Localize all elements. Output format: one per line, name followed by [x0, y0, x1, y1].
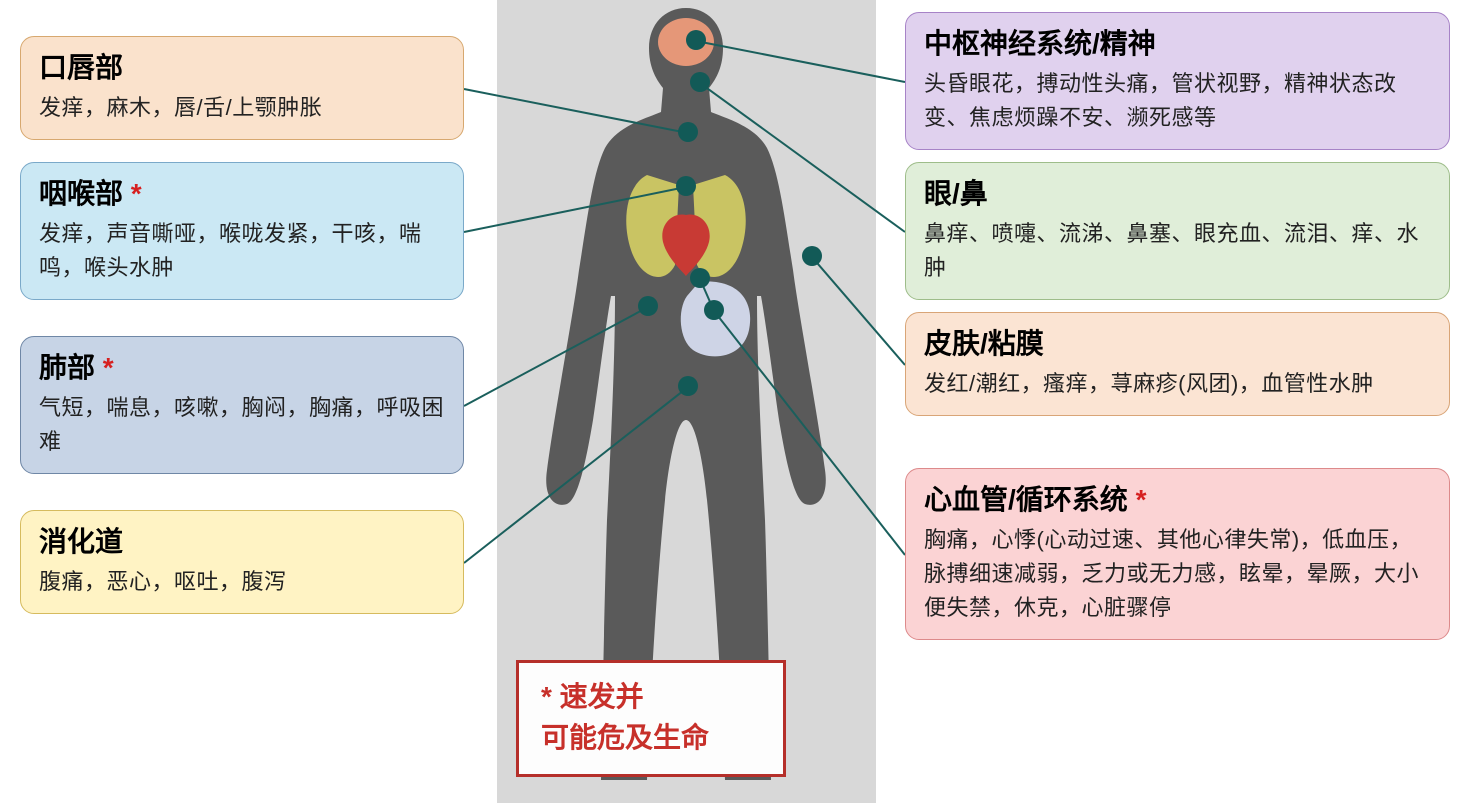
- body: 发痒，声音嘶哑，喉咙发紧，干咳，喘鸣，喉头水肿: [39, 217, 445, 285]
- dot-d-stomach: [704, 300, 724, 320]
- box-throat: 咽喉部 * 发痒，声音嘶哑，喉咙发紧，干咳，喘鸣，喉头水肿: [20, 162, 464, 300]
- box-eye-nose: 眼/鼻 鼻痒、喷嚏、流涕、鼻塞、眼充血、流泪、痒、水肿: [905, 162, 1450, 300]
- star-icon: *: [103, 352, 114, 383]
- dot-d-head-low: [690, 72, 710, 92]
- title: 肺部: [39, 352, 95, 383]
- box-cardiovascular: 心血管/循环系统 * 胸痛，心悸(心动过速、其他心律失常)，低血压，脉搏细速减弱…: [905, 468, 1450, 640]
- title: 咽喉部: [39, 178, 123, 209]
- warning-box: * 速发并 可能危及生命: [516, 660, 786, 777]
- dot-d-neck: [678, 122, 698, 142]
- star-icon: *: [1136, 484, 1147, 515]
- dot-d-arm: [802, 246, 822, 266]
- watermark: 知乎用户: [1300, 760, 1444, 809]
- dot-d-abdomen: [678, 376, 698, 396]
- box-cns: 中枢神经系统/精神 头昏眼花，搏动性头痛，管状视野，精神状态改变、焦虑烦躁不安、…: [905, 12, 1450, 150]
- title: 中枢神经系统/精神: [924, 28, 1156, 59]
- star-icon: *: [131, 178, 142, 209]
- title: 皮肤/粘膜: [924, 328, 1044, 359]
- warning-line1: * 速发并: [541, 681, 644, 712]
- body: 鼻痒、喷嚏、流涕、鼻塞、眼充血、流泪、痒、水肿: [924, 217, 1431, 285]
- dot-d-chest: [676, 176, 696, 196]
- body: 头昏眼花，搏动性头痛，管状视野，精神状态改变、焦虑烦躁不安、濒死感等: [924, 67, 1431, 135]
- box-digestive: 消化道 腹痛，恶心，呕吐，腹泻: [20, 510, 464, 614]
- body: 气短，喘息，咳嗽，胸闷，胸痛，呼吸困难: [39, 391, 445, 459]
- dot-d-head-top: [686, 30, 706, 50]
- dot-d-heart: [690, 268, 710, 288]
- warning-line2: 可能危及生命: [541, 722, 709, 753]
- body: 胸痛，心悸(心动过速、其他心律失常)，低血压，脉搏细速减弱，乏力或无力感，眩晕，…: [924, 523, 1431, 625]
- body: 发红/潮红，瘙痒，荨麻疹(风团)，血管性水肿: [924, 367, 1431, 401]
- title: 心血管/循环系统: [924, 484, 1128, 515]
- box-lungs: 肺部 * 气短，喘息，咳嗽，胸闷，胸痛，呼吸困难: [20, 336, 464, 474]
- title: 眼/鼻: [924, 178, 988, 209]
- title: 消化道: [39, 526, 123, 557]
- title: 口唇部: [39, 52, 123, 83]
- body: 腹痛，恶心，呕吐，腹泻: [39, 565, 445, 599]
- box-skin: 皮肤/粘膜 发红/潮红，瘙痒，荨麻疹(风团)，血管性水肿: [905, 312, 1450, 416]
- box-mouth-lips: 口唇部 发痒，麻木，唇/舌/上颚肿胀: [20, 36, 464, 140]
- body: 发痒，麻木，唇/舌/上颚肿胀: [39, 91, 445, 125]
- dot-d-liver: [638, 296, 658, 316]
